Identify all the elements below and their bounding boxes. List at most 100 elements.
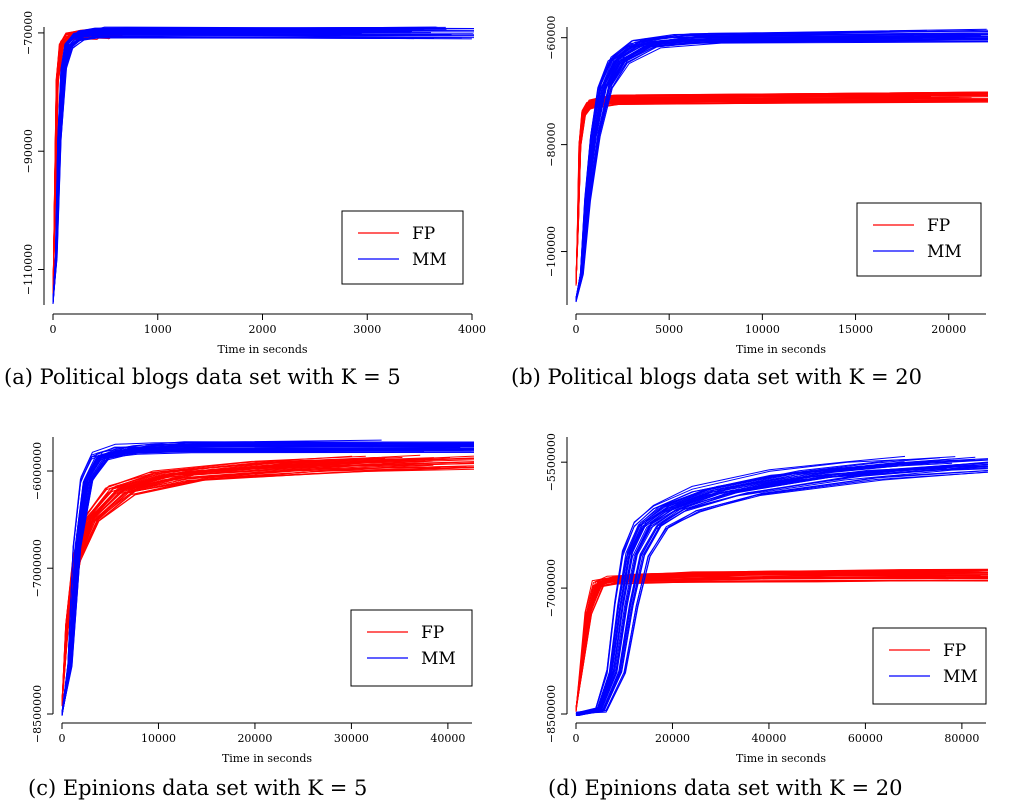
x-tick-label: 4000 (458, 323, 486, 336)
series-line-fp (575, 93, 904, 285)
series-line-mm (52, 29, 474, 301)
x-tick-label: 20000 (237, 732, 272, 745)
series-line-mm (575, 470, 988, 714)
x-tick-label: 10000 (745, 323, 780, 336)
x-tick-label: 0 (50, 323, 57, 336)
series-line-mm (52, 34, 344, 302)
series-line-mm (575, 456, 976, 715)
y-tick-label: −7000000 (31, 539, 44, 597)
series-line-mm (575, 459, 906, 714)
series-line-mm (52, 30, 389, 302)
series-line-mm (52, 34, 342, 304)
series-line-fp (61, 458, 386, 703)
series-line-mm (52, 33, 363, 303)
x-tick-label: 3000 (353, 323, 381, 336)
chart-panel-2: 0 5000 10000 15000 20000 −100000 −80000 −60000 T… (511, 16, 988, 389)
x-axis-label: Time in seconds (736, 752, 826, 765)
legend-box (350, 609, 473, 687)
y-tick-label: −8500000 (31, 685, 44, 743)
series-line-mm (61, 445, 474, 714)
legend-label-fp: FP (412, 224, 435, 244)
series-line-mm (575, 462, 977, 714)
series-line-mm (52, 31, 362, 302)
series-line-mm (575, 466, 954, 716)
series-line-fp (61, 459, 426, 705)
series-line-mm (52, 29, 375, 303)
chart-panel-4: 0 20000 40000 60000 80000 −8500000 −7000000 −55… (545, 433, 988, 800)
series-line-fp (61, 468, 474, 706)
series-line-fp (61, 461, 474, 704)
series-line-mm (575, 34, 973, 301)
series-line-mm (52, 30, 351, 302)
plot-area (61, 439, 474, 716)
series-line-fp (61, 455, 366, 703)
x-tick-label: 15000 (838, 323, 873, 336)
legend-label-mm: MM (943, 667, 978, 687)
series-line-mm (575, 40, 892, 301)
x-tick-label: 0 (573, 732, 580, 745)
series-line-mm (52, 37, 390, 303)
series-line-fp (61, 466, 474, 705)
series-line-mm (575, 39, 893, 301)
series-line-mm (575, 37, 889, 300)
x-tick-label: 10000 (141, 732, 176, 745)
x-axis-label: Time in seconds (736, 343, 826, 356)
panel-caption: (d) Epinions data set with K = 20 (548, 776, 902, 800)
x-tick-label: 20000 (931, 323, 966, 336)
legend-box (872, 627, 987, 705)
series-line-mm (52, 31, 352, 302)
series-line-fp (61, 465, 474, 706)
chart-panel-1: 0 1000 2000 3000 4000 −110000 −90000 −70000 Time… (4, 11, 486, 389)
panel-caption: (a) Political blogs data set with K = 5 (4, 365, 401, 389)
panel-caption: (c) Epinions data set with K = 5 (28, 776, 367, 800)
series-line-mm (61, 441, 474, 714)
x-tick-label: 40000 (430, 732, 465, 745)
y-tick-label: −110000 (22, 244, 35, 295)
x-tick-label: 2000 (249, 323, 277, 336)
series-line-mm (52, 26, 446, 303)
y-tick-label: −5500000 (545, 433, 558, 491)
series-line-mm (52, 34, 338, 303)
x-tick-label: 20000 (655, 732, 690, 745)
x-axis-label: Time in seconds (217, 343, 307, 356)
panel-caption: (b) Political blogs data set with K = 20 (511, 365, 922, 389)
x-tick-label: 60000 (848, 732, 883, 745)
y-tick-label: −100000 (545, 226, 558, 277)
series-line-mm (61, 444, 378, 714)
chart-panel-3: 0 10000 20000 30000 40000 −8500000 −7000000 −60… (28, 437, 474, 800)
legend-box (341, 210, 464, 285)
legend-label-mm: MM (927, 242, 962, 262)
legend-label-mm: MM (421, 649, 456, 669)
y-tick-label: −80000 (545, 123, 558, 167)
legend-label-mm: MM (412, 250, 447, 270)
series-line-mm (61, 447, 374, 715)
y-tick-label: −7000000 (545, 559, 558, 617)
y-tick-label: −8500000 (545, 685, 558, 743)
series-line-fp (61, 457, 474, 703)
series-line-fp (575, 97, 887, 284)
legend-label-fp: FP (927, 216, 950, 236)
x-tick-label: 30000 (334, 732, 369, 745)
series-line-mm (52, 31, 366, 303)
series-line-fp (61, 455, 353, 704)
x-tick-label: 40000 (751, 732, 786, 745)
x-tick-label: 1000 (144, 323, 172, 336)
y-tick-label: −70000 (22, 11, 35, 55)
series-line-mm (575, 465, 988, 714)
y-tick-label: −60000 (545, 16, 558, 60)
series-line-mm (575, 471, 988, 716)
series-line-mm (575, 459, 976, 716)
y-tick-label: −6000000 (31, 442, 44, 500)
x-tick-label: 5000 (655, 323, 683, 336)
x-tick-label: 0 (573, 323, 580, 336)
series-line-mm (61, 439, 382, 713)
legend-label-fp: FP (421, 623, 444, 643)
x-tick-label: 80000 (944, 732, 979, 745)
legend-box (856, 202, 982, 277)
plot-area (575, 28, 988, 303)
plot-area (52, 26, 474, 305)
series-line-mm (52, 29, 380, 302)
plot-area (575, 455, 988, 716)
x-axis-label: Time in seconds (222, 752, 312, 765)
